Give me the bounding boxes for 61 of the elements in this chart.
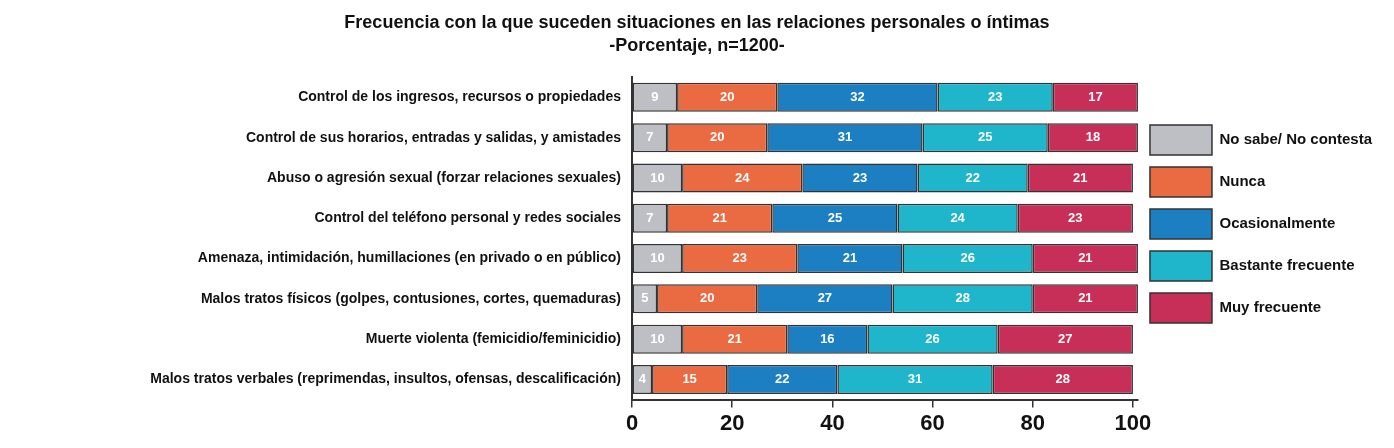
x-tick-label: 40 xyxy=(820,409,845,435)
data-label: 23 xyxy=(987,88,1003,104)
data-label: 26 xyxy=(925,330,940,346)
data-label: 23 xyxy=(1068,209,1083,225)
data-label: 24 xyxy=(734,169,751,185)
data-label: 7 xyxy=(646,209,654,225)
data-label: 5 xyxy=(641,290,649,306)
x-tick-label: 60 xyxy=(920,409,945,435)
data-label: 25 xyxy=(827,209,843,225)
data-label: 31 xyxy=(837,129,853,145)
data-label: 20 xyxy=(699,290,715,306)
data-label: 10 xyxy=(650,250,665,266)
data-label: 20 xyxy=(709,129,725,145)
x-tick-label: 0 xyxy=(625,409,639,435)
data-label: 27 xyxy=(817,290,833,306)
data-label: 23 xyxy=(732,250,747,266)
data-label: 10 xyxy=(650,169,665,185)
y-tick-label: Control de sus horarios, entradas y salidas, y amistades xyxy=(245,128,622,145)
data-label: 23 xyxy=(852,169,868,185)
data-label: 4 xyxy=(638,371,647,387)
legend-label: Ocasionalmente xyxy=(1219,214,1336,232)
data-label: 32 xyxy=(850,88,865,104)
data-label: 18 xyxy=(1085,129,1101,145)
legend-label: Nunca xyxy=(1219,172,1266,190)
y-tick-label: Control del teléfono personal y redes sociales xyxy=(314,209,622,226)
data-label: 25 xyxy=(977,129,993,145)
data-label: 10 xyxy=(650,330,665,346)
x-tick-label: 80 xyxy=(1020,409,1046,435)
data-label: 17 xyxy=(1088,88,1103,104)
data-label: 22 xyxy=(775,371,790,387)
x-tick-label: 100 xyxy=(1114,409,1152,435)
data-label: 16 xyxy=(820,330,835,346)
data-label: 31 xyxy=(907,371,923,387)
data-label: 21 xyxy=(1073,169,1088,185)
data-label: 21 xyxy=(842,250,858,266)
y-tick-label: Amenaza, intimidación, humillaciones (en privado o en público) xyxy=(197,249,621,266)
chart-title: Frecuencia con la que suceden situaciones en las relaciones personales o íntimas xyxy=(344,11,1050,32)
legend-label: Muy frecuente xyxy=(1219,298,1322,316)
y-tick-label: Abuso o agresión sexual (forzar relaciones sexuales) xyxy=(266,168,621,185)
data-label: 9 xyxy=(651,88,659,104)
data-label: 21 xyxy=(1078,290,1093,306)
data-label: 22 xyxy=(965,169,980,185)
legend-label: Bastante frecuente xyxy=(1219,256,1355,274)
data-label: 21 xyxy=(712,209,727,225)
y-tick-label: Malos tratos físicos (golpes, contusiones, cortes, quemaduras) xyxy=(200,289,621,306)
y-tick-label: Muerte violenta (femicidio/feminicidio) xyxy=(365,330,621,347)
data-label: 7 xyxy=(646,129,654,145)
chart-subtitle: -Porcentaje, n=1200- xyxy=(609,35,785,56)
y-tick-label: Malos tratos verbales (reprimendas, insultos, ofensas, descalificación) xyxy=(150,370,621,387)
data-label: 21 xyxy=(727,330,742,346)
legend-label: No sabe/ No contesta xyxy=(1219,130,1373,148)
data-label: 15 xyxy=(682,371,697,387)
x-tick-label: 20 xyxy=(719,409,745,435)
data-label: 24 xyxy=(950,209,966,225)
data-label: 27 xyxy=(1058,330,1073,346)
data-label: 26 xyxy=(960,250,975,266)
data-label: 21 xyxy=(1078,250,1093,266)
data-label: 28 xyxy=(955,290,970,306)
data-label: 28 xyxy=(1055,371,1071,387)
y-tick-label: Control de los ingresos, recursos o propiedades xyxy=(298,88,622,105)
data-label: 20 xyxy=(719,88,735,104)
